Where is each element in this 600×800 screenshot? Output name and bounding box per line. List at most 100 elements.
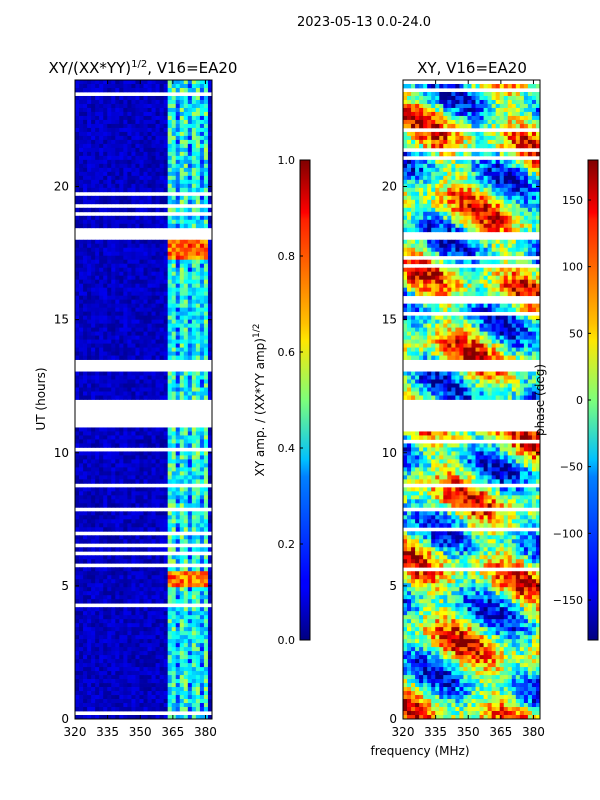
heatmap-cell: [115, 587, 120, 592]
heatmap-cell: [183, 80, 189, 85]
heatmap-cell: [195, 179, 201, 185]
heatmap-cell: [183, 159, 189, 165]
heatmap-cell: [83, 659, 88, 664]
heatmap-cell: [171, 431, 177, 436]
heatmap-cell: [111, 631, 116, 636]
heatmap-cell: [191, 279, 197, 285]
heatmap-cell: [103, 431, 108, 436]
heatmap-cell: [151, 115, 156, 121]
heatmap-cell: [95, 223, 100, 229]
heatmap-cell: [139, 631, 144, 636]
heatmap-cell: [143, 555, 148, 560]
heatmap-cell: [447, 91, 452, 97]
heatmap-cell: [187, 239, 193, 245]
heatmap-cell: [527, 119, 533, 125]
heatmap-cell: [151, 327, 156, 332]
heatmap-cell: [155, 151, 161, 157]
heatmap-cell: [195, 195, 201, 201]
heatmap-cell: [103, 87, 108, 93]
heatmap-cell: [163, 663, 169, 668]
heatmap-cell: [163, 675, 169, 680]
heatmap-cell: [207, 655, 213, 660]
heatmap-cell: [131, 475, 136, 480]
heatmap-cell: [75, 615, 80, 620]
heatmap-cell: [135, 567, 140, 572]
heatmap-cell: [87, 567, 92, 572]
heatmap-cell: [175, 471, 181, 476]
heatmap-cell: [123, 579, 128, 584]
heatmap-cell: [119, 307, 124, 313]
heatmap-cell: [151, 607, 156, 612]
heatmap-cell: [195, 439, 201, 444]
heatmap-cell: [79, 607, 84, 612]
heatmap-cell: [131, 355, 136, 360]
heatmap-cell: [183, 251, 189, 257]
heatmap-cell: [443, 99, 448, 105]
heatmap-cell: [199, 123, 205, 129]
heatmap-cell: [83, 183, 88, 189]
heatmap-cell: [131, 691, 136, 696]
heatmap-cell: [183, 307, 189, 313]
heatmap-cell: [167, 263, 173, 269]
heatmap-cell: [163, 95, 169, 101]
heatmap-cell: [135, 347, 140, 352]
heatmap-cell: [131, 667, 136, 672]
heatmap-cell: [147, 107, 152, 113]
heatmap-cell: [111, 311, 116, 317]
heatmap-cell: [203, 215, 209, 221]
heatmap-cell: [207, 375, 213, 380]
heatmap-cell: [527, 131, 533, 137]
heatmap-cell: [127, 627, 132, 632]
heatmap-cell: [171, 395, 177, 400]
heatmap-cell: [115, 151, 120, 157]
heatmap-cell: [123, 395, 128, 400]
heatmap-cell: [159, 167, 165, 173]
heatmap-cell: [103, 615, 108, 620]
heatmap-cell: [203, 331, 209, 336]
heatmap-cell: [131, 127, 136, 133]
heatmap-cell: [199, 83, 205, 89]
heatmap-cell: [103, 239, 108, 245]
heatmap-cell: [519, 103, 525, 109]
heatmap-cell: [139, 639, 144, 644]
heatmap-cell: [187, 383, 193, 388]
heatmap-cell: [75, 83, 80, 89]
heatmap-cell: [163, 355, 169, 360]
heatmap-cell: [427, 99, 432, 105]
amp-colorbar-ramp: [299, 159, 311, 641]
heatmap-cell: [147, 215, 152, 221]
heatmap-cell: [83, 451, 88, 456]
heatmap-cell: [75, 147, 80, 153]
heatmap-cell: [111, 351, 116, 356]
heatmap-cell: [167, 83, 173, 89]
heatmap-cell: [175, 299, 181, 305]
heatmap-cell: [203, 147, 209, 153]
heatmap-cell: [187, 435, 193, 440]
heatmap-cell: [187, 607, 193, 612]
heatmap-cell: [115, 495, 120, 500]
heatmap-cell: [119, 167, 124, 173]
heatmap-cell: [143, 147, 148, 153]
heatmap-cell: [127, 667, 132, 672]
heatmap-cell: [195, 487, 201, 492]
heatmap-cell: [87, 607, 92, 612]
heatmap-cell: [187, 279, 193, 285]
heatmap-cell: [83, 511, 88, 516]
heatmap-cell: [199, 439, 205, 444]
heatmap-cell: [187, 463, 193, 468]
heatmap-cell: [83, 335, 88, 340]
heatmap-cell: [167, 291, 173, 297]
heatmap-cell: [131, 295, 136, 301]
heatmap-cell: [195, 491, 201, 496]
heatmap-cell: [147, 147, 152, 153]
heatmap-cell: [87, 247, 92, 253]
heatmap-cell: [179, 487, 185, 492]
heatmap-cell: [199, 199, 205, 205]
heatmap-cell: [159, 591, 165, 596]
heatmap-cell: [83, 171, 88, 177]
heatmap-cell: [191, 523, 197, 528]
heatmap-cell: [99, 623, 104, 628]
heatmap-cell: [87, 463, 92, 468]
heatmap-cell: [75, 135, 80, 141]
heatmap-cell: [107, 315, 112, 321]
